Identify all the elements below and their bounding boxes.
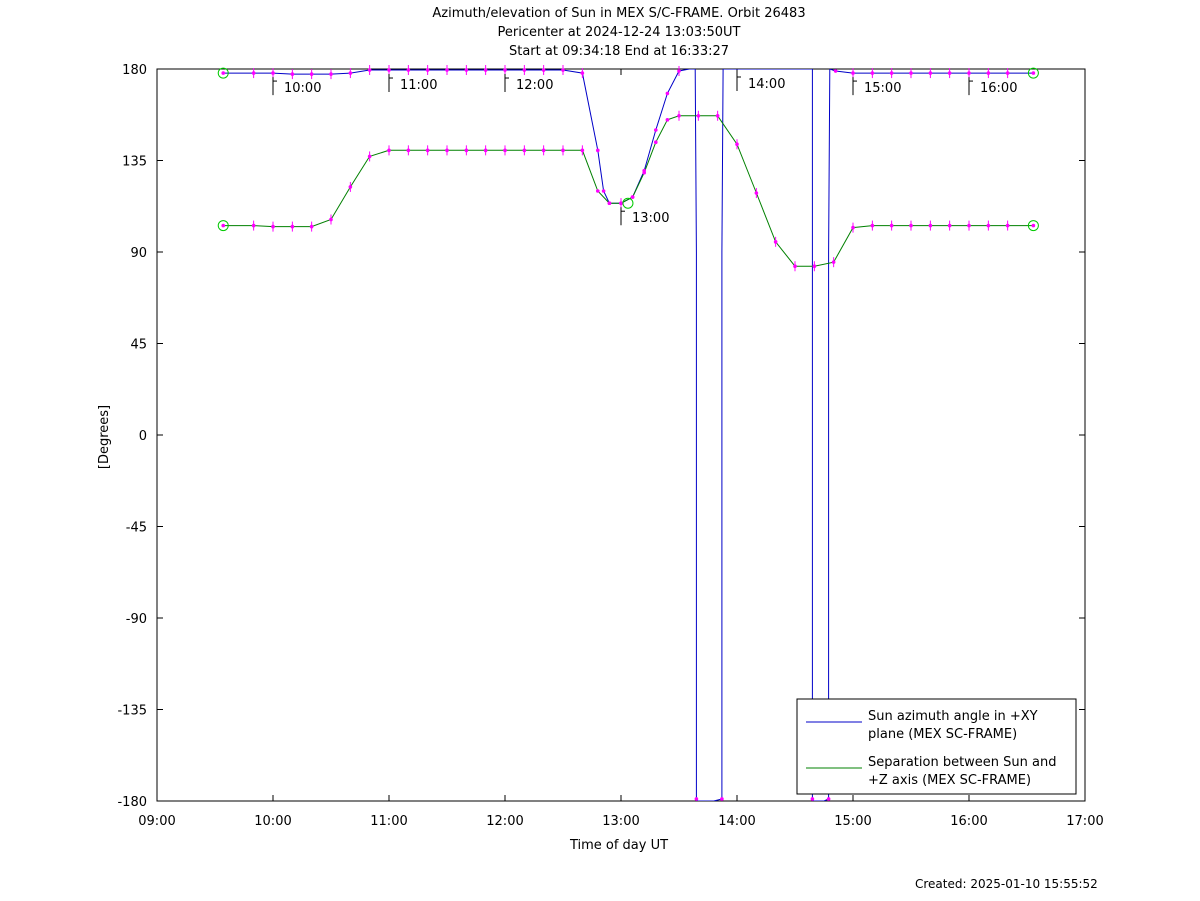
sample-marker bbox=[654, 140, 658, 144]
y-tick-label: 45 bbox=[130, 338, 147, 353]
sample-marker bbox=[665, 91, 670, 96]
hour-annotation-label: 13:00 bbox=[632, 211, 669, 226]
start-marker bbox=[217, 220, 229, 232]
y-tick-label: 180 bbox=[122, 63, 147, 78]
title-line-2: Pericenter at 2024-12-24 13:03:50UT bbox=[497, 25, 740, 40]
created-timestamp: Created: 2025-01-10 15:55:52 bbox=[915, 877, 1098, 891]
sample-marker bbox=[596, 189, 600, 193]
legend-label-1: plane (MEX SC-FRAME) bbox=[868, 727, 1017, 742]
x-tick-label: 13:00 bbox=[602, 814, 639, 829]
x-tick-label: 10:00 bbox=[254, 814, 291, 829]
title-line-1: Azimuth/elevation of Sun in MEX S/C-FRAM… bbox=[432, 6, 805, 21]
sample-marker bbox=[665, 118, 670, 122]
x-tick-label: 15:00 bbox=[834, 814, 871, 829]
plot-frame bbox=[156, 68, 1086, 802]
y-tick-label: 90 bbox=[130, 246, 147, 261]
y-tick-label: -180 bbox=[117, 795, 147, 810]
sample-marker bbox=[630, 195, 635, 199]
sample-marker bbox=[596, 148, 600, 153]
hour-annotation-label: 15:00 bbox=[864, 81, 901, 96]
x-axis-label: Time of day UT bbox=[569, 838, 668, 853]
legend: Sun azimuth angle in +XY plane (MEX SC-FR… bbox=[796, 698, 1077, 795]
hour-annotation-label: 12:00 bbox=[516, 78, 553, 93]
plot-area: 10:00 11:00 12:00 13:00 14:00 15:00 16:00 bbox=[217, 65, 1039, 801]
axes: 09:00 10:00 11:00 12:00 13:00 14:00 15:00 16:00… bbox=[97, 63, 1104, 853]
end-marker bbox=[1027, 220, 1039, 232]
sample-marker bbox=[810, 797, 815, 801]
sample-marker bbox=[642, 170, 646, 175]
x-tick-label: 11:00 bbox=[370, 814, 407, 829]
y-tick-label: 0 bbox=[139, 429, 147, 444]
x-tick-label: 12:00 bbox=[486, 814, 523, 829]
sample-marker bbox=[1031, 71, 1036, 75]
sample-marker bbox=[607, 201, 612, 205]
x-tick-label: 16:00 bbox=[950, 814, 987, 829]
sample-marker bbox=[221, 71, 226, 75]
hour-annotation-label: 16:00 bbox=[980, 81, 1017, 96]
y-tick-label: 135 bbox=[122, 155, 147, 170]
chart-title: Azimuth/elevation of Sun in MEX S/C-FRAM… bbox=[432, 6, 805, 59]
sample-marker bbox=[654, 128, 658, 132]
sample-marker bbox=[826, 797, 831, 801]
legend-label-1: Sun azimuth angle in +XY bbox=[868, 709, 1038, 724]
y-tick-label: -45 bbox=[126, 521, 147, 536]
legend-label-2: Separation between Sun and bbox=[868, 755, 1056, 770]
sample-marker bbox=[833, 69, 838, 73]
x-tick-label: 09:00 bbox=[138, 814, 175, 829]
sample-marker bbox=[601, 189, 606, 193]
y-axis-label: [Degrees] bbox=[97, 405, 112, 469]
series-line-2 bbox=[223, 115, 1034, 267]
y-tick-label: -90 bbox=[126, 612, 147, 627]
hour-annotation-label: 14:00 bbox=[748, 77, 785, 92]
y-tick-label: -135 bbox=[117, 704, 147, 719]
legend-box bbox=[796, 698, 1077, 795]
hour-annotation-label: 11:00 bbox=[400, 78, 437, 93]
sample-marker bbox=[694, 797, 699, 801]
sample-marker bbox=[720, 797, 724, 801]
series-line-1 bbox=[223, 69, 1034, 801]
pericenter-marker bbox=[622, 197, 634, 209]
hour-annotation-label: 10:00 bbox=[284, 81, 321, 96]
x-tick-label: 17:00 bbox=[1066, 814, 1103, 829]
title-line-3: Start at 09:34:18 End at 16:33:27 bbox=[509, 44, 729, 59]
sample-marker bbox=[1031, 223, 1036, 228]
x-tick-label: 14:00 bbox=[718, 814, 755, 829]
start-marker bbox=[217, 67, 229, 79]
legend-label-2: +Z axis (MEX SC-FRAME) bbox=[868, 773, 1031, 788]
end-marker bbox=[1027, 67, 1039, 79]
sample-marker bbox=[221, 223, 226, 228]
